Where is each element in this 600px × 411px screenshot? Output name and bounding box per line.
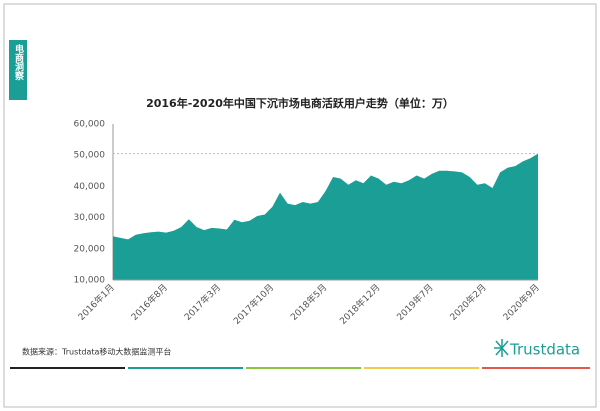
y-tick-label: 60,000 <box>74 120 106 130</box>
y-tick-label: 10,000 <box>74 276 106 286</box>
area <box>113 153 538 280</box>
source: 数据来源：Trustdata移动大数据监测平台 <box>22 347 171 357</box>
y-tick-label: 40,000 <box>74 182 106 192</box>
y-tick-label: 20,000 <box>74 244 106 254</box>
logo-icon <box>494 339 509 357</box>
side-label: 电商洞察 <box>13 43 24 81</box>
chart-title: 2016年-2020年中国下沉市场电商活跃用户走势（单位：万） <box>146 96 454 110</box>
y-tick-label: 50,000 <box>74 151 106 161</box>
y-tick-label: 30,000 <box>74 213 106 223</box>
logo-text: Trustdata <box>509 341 580 359</box>
side-tag <box>9 40 27 100</box>
